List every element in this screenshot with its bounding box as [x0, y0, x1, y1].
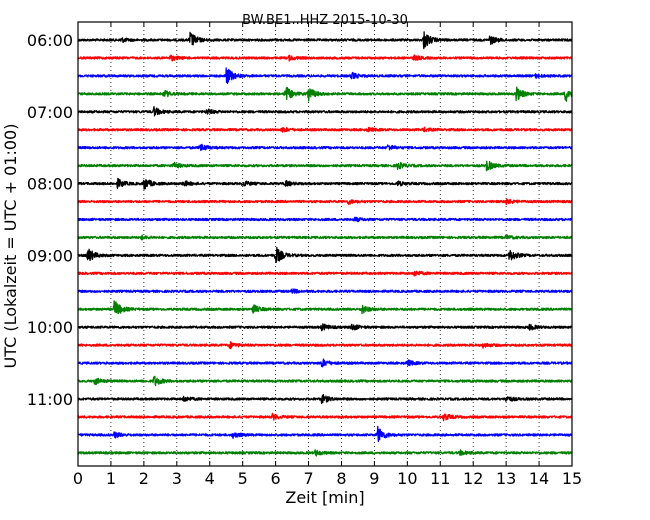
x-tick-label: 5: [238, 469, 248, 488]
chart-title: BW.BE1..HHZ 2015-10-30: [242, 13, 408, 28]
x-axis-label: Zeit [min]: [285, 488, 364, 507]
trace-line: [77, 160, 573, 172]
x-tick-label: 3: [172, 469, 182, 488]
trace-line: [77, 358, 573, 368]
x-tick-label: 0: [73, 469, 83, 488]
plot-frame: [77, 21, 573, 467]
trace-line: [77, 143, 573, 152]
x-tick-label: 11: [430, 469, 450, 488]
x-tick-label: 13: [496, 469, 516, 488]
trace-line: [77, 449, 573, 457]
y-axis-label: UTC (Lokalzeit = UTC + 01:00): [1, 124, 20, 369]
trace-line: [77, 86, 573, 102]
trace-line: [77, 300, 573, 315]
trace-line: [77, 216, 573, 223]
x-axis-ticks: 0 1 2 3 4 5 6 7 8 9 10 11 12 13 14 15: [73, 22, 582, 488]
y-tick-label: 10:00: [27, 318, 73, 337]
trace-line: [77, 54, 573, 62]
x-tick-label: 9: [369, 469, 379, 488]
trace-line: [77, 323, 573, 332]
trace-line: [77, 177, 573, 190]
trace-line: [77, 341, 573, 350]
x-tick-label: 4: [205, 469, 215, 488]
trace-group: [77, 31, 573, 457]
y-tick-label: 09:00: [27, 246, 73, 265]
trace-line: [77, 270, 573, 277]
y-tick-label: 11:00: [27, 390, 73, 409]
x-tick-label: 14: [529, 469, 549, 488]
y-axis-ticks: 06:00 07:00 08:00 09:00 10:00 11:00: [27, 31, 572, 409]
trace-line: [77, 31, 573, 50]
y-tick-label: 08:00: [27, 175, 73, 194]
x-tick-label: 2: [139, 469, 149, 488]
y-tick-label: 07:00: [27, 103, 73, 122]
x-tick-label: 15: [562, 469, 582, 488]
x-tick-label: 6: [271, 469, 281, 488]
trace-line: [77, 393, 573, 405]
trace-line: [77, 106, 573, 117]
trace-line: [77, 246, 573, 264]
trace-line: [77, 234, 573, 241]
x-tick-label: 8: [336, 469, 346, 488]
trace-line: [77, 126, 573, 133]
trace-line: [77, 67, 573, 85]
trace-line: [77, 288, 573, 294]
x-tick-label: 7: [303, 469, 313, 488]
trace-line: [77, 198, 573, 206]
x-tick-label: 12: [463, 469, 483, 488]
y-tick-label: 06:00: [27, 31, 73, 50]
x-tick-label: 1: [106, 469, 116, 488]
trace-line: [77, 425, 573, 443]
plot-border: [77, 21, 573, 467]
trace-line: [77, 412, 573, 422]
x-tick-label: 10: [397, 469, 417, 488]
trace-line: [77, 375, 573, 387]
